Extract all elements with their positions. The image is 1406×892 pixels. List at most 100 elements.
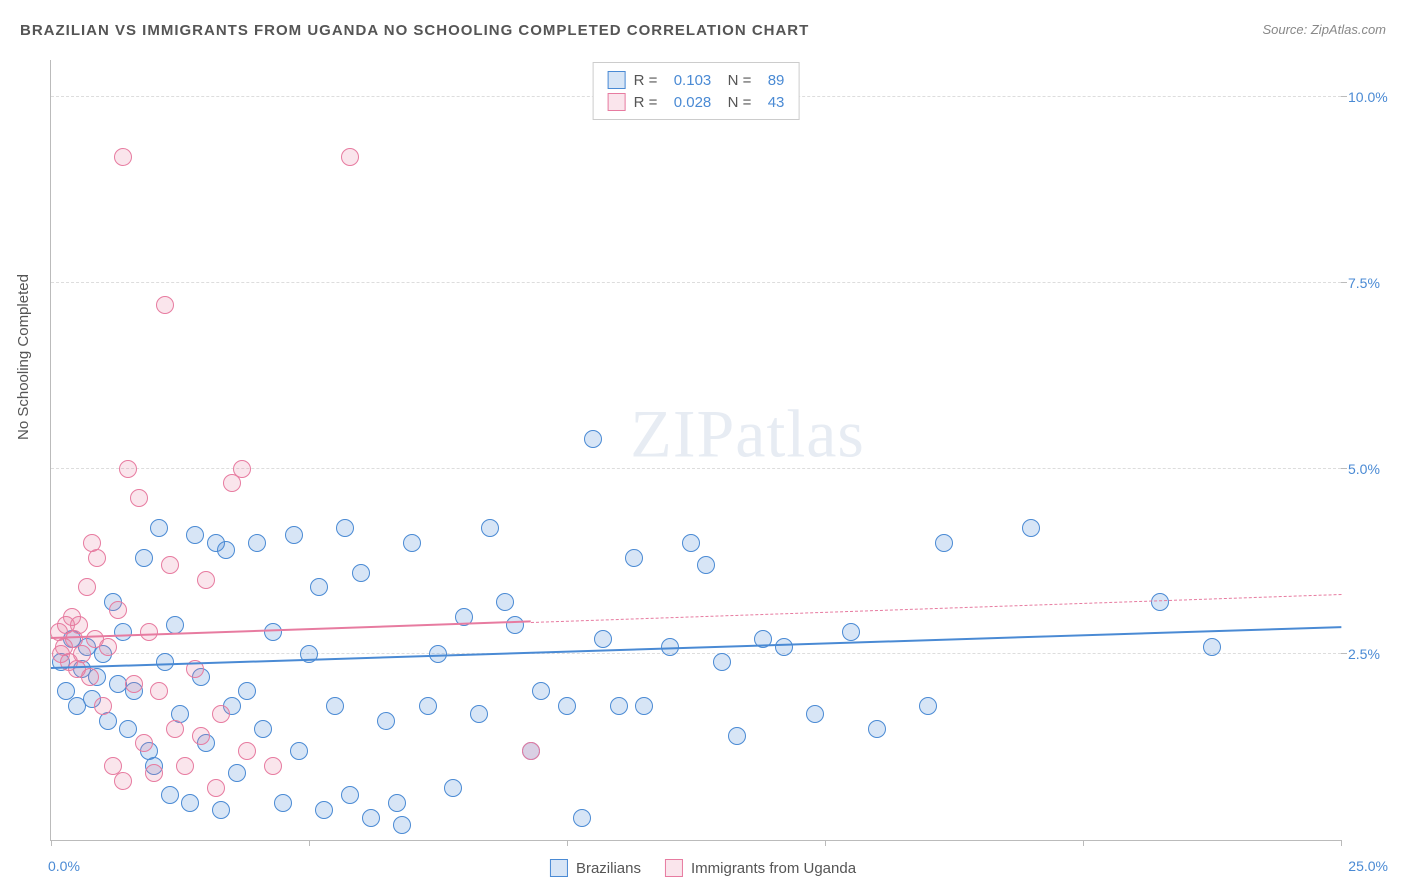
brazilians-point [377,712,395,730]
brazilians-point [842,623,860,641]
brazilians-point [728,727,746,745]
brazilians-point [532,682,550,700]
uganda-point [130,489,148,507]
ytick-mark [1341,468,1347,469]
brazilians-point [635,697,653,715]
uganda-point [135,734,153,752]
brazilians-point [228,764,246,782]
legend-stats: R = 0.103 N = 89R = 0.028 N = 43 [593,62,800,120]
uganda-point [207,779,225,797]
brazilians-point [285,526,303,544]
xtick-mark [309,840,310,846]
brazilians-point [558,697,576,715]
legend-swatch [550,859,568,877]
uganda-point [197,571,215,589]
brazilians-point [403,534,421,552]
uganda-point [223,474,241,492]
uganda-point [341,148,359,166]
y-axis-title: No Schooling Completed [15,274,32,440]
x-min-label: 0.0% [48,858,80,874]
ytick-mark [1341,653,1347,654]
brazilians-point [806,705,824,723]
brazilians-point [713,653,731,671]
brazilians-point [290,742,308,760]
brazilians-point [573,809,591,827]
legend-item: Immigrants from Uganda [665,859,856,877]
uganda-point [73,645,91,663]
ytick-mark [1341,282,1347,283]
brazilians-point [264,623,282,641]
brazilians-point [254,720,272,738]
uganda-point [119,460,137,478]
trend-line [531,594,1341,623]
uganda-point [238,742,256,760]
uganda-point [150,682,168,700]
brazilians-point [419,697,437,715]
brazilians-point [697,556,715,574]
brazilians-point [1151,593,1169,611]
uganda-point [145,764,163,782]
legend-label: Immigrants from Uganda [691,860,856,877]
brazilians-point [238,682,256,700]
chart-title: BRAZILIAN VS IMMIGRANTS FROM UGANDA NO S… [20,22,809,39]
ytick-mark [1341,96,1347,97]
brazilians-point [186,526,204,544]
brazilians-point [682,534,700,552]
brazilians-point [150,519,168,537]
uganda-point [140,623,158,641]
brazilians-point [1203,638,1221,656]
brazilians-point [326,697,344,715]
legend-swatch [608,93,626,111]
legend-item: Brazilians [550,859,641,877]
brazilians-point [496,593,514,611]
gridline [51,653,1341,654]
uganda-point [114,772,132,790]
gridline [51,282,1341,283]
brazilians-point [135,549,153,567]
brazilians-point [336,519,354,537]
ytick-label: 5.0% [1348,461,1403,477]
uganda-point [99,638,117,656]
xtick-mark [1341,840,1342,846]
uganda-point [264,757,282,775]
uganda-point [166,720,184,738]
uganda-point [81,668,99,686]
xtick-mark [825,840,826,846]
watermark: ZIPatlas [630,395,865,474]
legend-label: Brazilians [576,860,641,877]
brazilians-point [119,720,137,738]
brazilians-point [506,616,524,634]
uganda-point [161,556,179,574]
xtick-mark [51,840,52,846]
brazilians-point [156,653,174,671]
legend-series: Brazilians Immigrants from Uganda [550,859,856,877]
uganda-point [88,549,106,567]
brazilians-point [584,430,602,448]
r-value: 0.103 [674,72,712,89]
source-attribution: Source: ZipAtlas.com [1262,22,1386,37]
brazilians-point [248,534,266,552]
brazilians-point [181,794,199,812]
brazilians-point [217,541,235,559]
uganda-point [233,460,251,478]
brazilians-point [161,786,179,804]
brazilians-point [393,816,411,834]
plot-area: ZIPatlas R = 0.103 N = 89R = 0.028 N = 4… [50,60,1341,841]
uganda-point [176,757,194,775]
legend-stat-row: R = 0.103 N = 89 [608,69,785,91]
r-value: 0.028 [674,94,712,111]
legend-swatch [608,71,626,89]
brazilians-point [341,786,359,804]
uganda-point [94,697,112,715]
trend-line [51,626,1341,669]
uganda-point [156,296,174,314]
brazilians-point [470,705,488,723]
uganda-point [522,742,540,760]
ytick-label: 10.0% [1348,89,1403,105]
brazilians-point [625,549,643,567]
uganda-point [212,705,230,723]
brazilians-point [315,801,333,819]
brazilians-point [212,801,230,819]
brazilians-point [388,794,406,812]
brazilians-point [352,564,370,582]
